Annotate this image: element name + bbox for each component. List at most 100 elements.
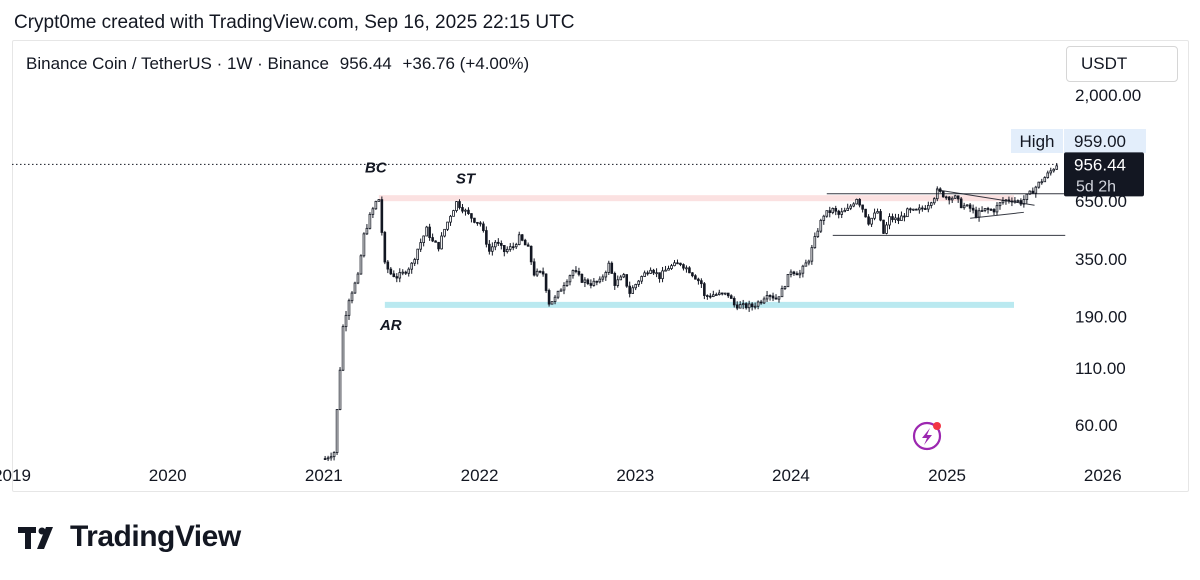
candle-body-241: [1043, 177, 1047, 183]
candle-body-176: [849, 205, 852, 209]
candle-body-147: [762, 298, 766, 304]
candle-body-79: [559, 289, 563, 292]
candle-body-157: [792, 271, 796, 275]
candle-body-213: [959, 198, 963, 209]
candle-body-175: [846, 207, 849, 211]
candle-body-199: [918, 207, 921, 211]
candle-body-135: [726, 292, 730, 297]
candle-body-167: [822, 215, 826, 221]
candle-body-139: [738, 304, 742, 309]
currency-button[interactable]: USDT: [1066, 46, 1178, 82]
last-price-label: 956.44: [1074, 155, 1126, 174]
candle-body-83: [571, 270, 575, 277]
candle-body-112: [658, 272, 661, 280]
candle-body-65: [517, 234, 521, 245]
candle-body-92: [598, 278, 602, 283]
candle-body-90: [592, 280, 596, 286]
candle-body-33: [422, 235, 425, 243]
candle-body-2: [329, 456, 333, 459]
x-tick-label: 2023: [616, 466, 654, 485]
candle-body-12: [359, 255, 363, 275]
candle-body-41: [446, 221, 449, 230]
candle-body-245: [1055, 165, 1059, 170]
candle-body-99: [619, 276, 623, 281]
candle-body-57: [494, 241, 497, 248]
candle-body-119: [679, 262, 682, 266]
candle-body-8: [347, 300, 351, 316]
candle-body-74: [544, 273, 548, 291]
candle-body-160: [801, 265, 805, 274]
candle-body-173: [840, 211, 844, 215]
candle-body-163: [810, 247, 814, 262]
candle-body-137: [732, 298, 736, 306]
candle-body-211: [953, 195, 957, 199]
candle-body-114: [664, 269, 667, 272]
candle-body-17: [374, 200, 378, 210]
candle-body-151: [774, 297, 778, 300]
x-tick-label: 2025: [928, 466, 966, 485]
candle-body-194: [903, 215, 906, 218]
candle-body-221: [983, 208, 987, 211]
candle-body-218: [974, 209, 978, 218]
zone-0: [378, 195, 1014, 202]
candle-body-14: [365, 227, 369, 235]
candle-body-28: [407, 268, 411, 274]
candle-body-24: [395, 276, 399, 279]
candle-body-215: [965, 204, 969, 207]
candle-body-18: [377, 199, 381, 202]
candle-body-159: [798, 272, 802, 276]
candle-body-15: [368, 213, 372, 229]
candle-body-240: [1040, 181, 1044, 184]
candle-body-13: [362, 233, 366, 257]
candle-body-121: [685, 267, 688, 270]
zone-1: [384, 301, 1014, 308]
candle-body-177: [852, 203, 855, 207]
candle-body-80: [562, 285, 566, 291]
candle-body-98: [616, 279, 620, 286]
candle-body-130: [712, 294, 715, 297]
candle-body-204: [932, 198, 936, 204]
zap-icon-bolt: [922, 428, 932, 445]
candle-body-233: [1019, 200, 1023, 205]
candle-body-22: [389, 268, 393, 275]
candle-body-126: [700, 280, 703, 285]
candle-body-97: [613, 272, 617, 286]
candle-body-116: [670, 265, 673, 269]
candle-body-196: [909, 208, 912, 211]
candle-body-88: [586, 279, 590, 284]
candle-body-220: [980, 210, 984, 212]
candle-body-216: [968, 204, 972, 209]
candle-body-152: [777, 296, 781, 300]
candle-body-193: [900, 215, 903, 221]
candle-body-195: [906, 208, 909, 218]
candle-body-186: [879, 211, 882, 221]
y-tick-label: 650.00: [1075, 192, 1127, 211]
candle-body-169: [828, 210, 832, 213]
candle-body-105: [637, 280, 640, 285]
candle-body-75: [547, 290, 551, 305]
candle-body-42: [449, 215, 452, 223]
candle-body-192: [897, 217, 900, 221]
candle-body-149: [768, 295, 772, 297]
candle-body-78: [556, 290, 560, 298]
candle-body-70: [532, 261, 536, 276]
candle-body-178: [855, 198, 858, 205]
candle-body-158: [795, 273, 799, 276]
price-change: +36.76 (+4.00%): [402, 54, 530, 73]
candle-body-45: [458, 201, 461, 208]
candle-body-232: [1016, 200, 1020, 202]
candle-body-208: [944, 196, 948, 199]
candle-body-109: [649, 269, 652, 274]
candle-body-85: [577, 271, 581, 275]
candle-body-53: [482, 223, 485, 231]
candle-body-30: [413, 259, 416, 264]
symbol-pair[interactable]: Binance Coin / TetherUS · 1W · Binance: [26, 54, 329, 73]
candle-body-170: [831, 208, 835, 213]
candle-body-188: [885, 224, 888, 234]
candle-body-120: [682, 264, 685, 269]
candle-body-189: [888, 216, 891, 226]
candle-body-104: [634, 284, 637, 289]
candle-body-244: [1052, 168, 1056, 172]
candle-body-34: [425, 226, 428, 237]
